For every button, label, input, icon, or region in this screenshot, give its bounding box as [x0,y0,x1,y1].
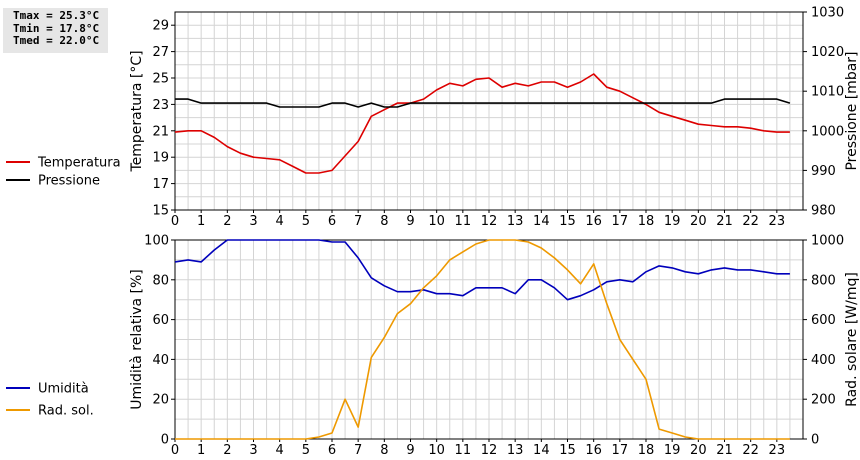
chart0-x-tick-label: 23 [769,214,786,229]
chart1-x-tick-label: 15 [559,443,576,458]
chart0-x-tick-label: 20 [690,214,707,229]
chart0-x-tick-label: 21 [716,214,733,229]
chart1-x-tick-label: 3 [249,443,257,458]
chart1-right-tick-label: 600 [811,313,836,328]
chart0-series-temperature-line [174,73,790,174]
chart1-x-tick-label: 4 [276,443,284,458]
chart1-left-tick-label: 0 [161,433,169,448]
chart1-x-tick-label: 5 [302,443,310,458]
chart1-x-tick-label: 7 [354,443,362,458]
chart1-left-tick-label: 20 [152,393,169,408]
chart0-x-tick-label: 9 [406,214,414,229]
chart0-x-tick-label: 1 [197,214,205,229]
chart0-x-tick-label: 19 [664,214,681,229]
chart1-left-tick-label: 80 [152,273,169,288]
chart0-right-tick-label: 1000 [811,124,844,139]
chart1-left-tick-label: 60 [152,313,169,328]
chart1-x-tick-label: 22 [742,443,759,458]
chart1-x-tick-label: 8 [380,443,388,458]
chart1-series-humidity-line [174,239,790,301]
chart0-x-tick-label: 6 [328,214,336,229]
chart0-x-tick-label: 0 [171,214,179,229]
chart1-x-tick-label: 23 [769,443,786,458]
chart1-x-tick-label: 14 [533,443,550,458]
chart0-right-tick-label: 1010 [811,85,844,100]
chart0-left-tick-label: 15 [152,204,169,219]
chart0-x-tick-label: 12 [481,214,498,229]
chart1-x-tick-label: 13 [507,443,524,458]
tmed-text: Tmed = 22.0°C [13,34,100,47]
chart0-x-tick-label: 8 [380,214,388,229]
chart1-legend-label-radiation: Rad. sol. [38,404,94,419]
chart1-x-tick-label: 2 [223,443,231,458]
chart1-series-radiation-line [175,239,790,440]
chart0-x-tick-label: 18 [638,214,655,229]
chart1-x-tick-label: 16 [585,443,602,458]
chart1-left-tick-label: 40 [152,353,169,368]
chart1-x-tick-label: 11 [455,443,472,458]
chart0-right-tick-label: 990 [811,164,836,179]
chart0-left-tick-label: 17 [152,177,169,192]
chart0-left-tick-label: 21 [152,124,169,139]
chart0-left-tick-label: 29 [152,19,169,34]
chart1-left-axis-title: Umidità relativa [%] [129,269,145,410]
chart1-left-tick-label: 100 [144,234,169,249]
chart0-right-tick-label: 1030 [811,6,844,21]
chart1-x-tick-label: 19 [664,443,681,458]
chart1-x-tick-label: 18 [638,443,655,458]
chart0-x-tick-label: 2 [223,214,231,229]
chart1-x-tick-label: 1 [197,443,205,458]
chart1-x-tick-label: 12 [481,443,498,458]
chart0-x-tick-label: 7 [354,214,362,229]
chart1-legend-label-humidity: Umidità [38,382,89,397]
chart1-right-tick-label: 800 [811,273,836,288]
chart0-x-tick-label: 16 [585,214,602,229]
chart0-left-tick-label: 23 [152,98,169,113]
chart1-x-tick-label: 17 [612,443,629,458]
chart1-right-tick-label: 1000 [811,234,844,249]
chart0-x-tick-label: 11 [455,214,472,229]
chart0-right-axis-title: Pressione [mbar] [844,51,860,170]
chart0-right-tick-label: 1020 [811,45,844,60]
tmin-text: Tmin = 17.8°C [13,21,100,35]
chart1-right-tick-label: 200 [811,393,836,408]
chart1-right-axis-title: Rad. solare [W/mq] [844,272,860,407]
chart0-left-tick-label: 19 [152,151,169,166]
chart0-series-pressure-line [175,98,791,108]
chart0-left-tick-label: 25 [152,72,169,87]
chart1-x-tick-label: 20 [690,443,707,458]
chart1-x-tick-label: 9 [406,443,414,458]
chart1-x-tick-label: 21 [716,443,733,458]
chart1-x-tick-label: 0 [171,443,179,458]
chart0-right-tick-label: 980 [811,204,836,219]
chart0-left-tick-label: 27 [152,45,169,60]
chart1-right-tick-label: 400 [811,353,836,368]
chart0-left-axis-title: Temperatura [°C] [129,50,145,172]
chart0-x-tick-label: 15 [559,214,576,229]
chart0-x-tick-label: 5 [302,214,310,229]
chart0-x-tick-label: 17 [612,214,629,229]
chart0-x-tick-label: 22 [742,214,759,229]
chart0-x-tick-label: 13 [507,214,524,229]
chart1-x-tick-label: 10 [428,443,445,458]
chart0-x-tick-label: 3 [249,214,257,229]
chart0-x-tick-label: 10 [428,214,445,229]
chart0-x-tick-label: 14 [533,214,550,229]
chart0-legend-label-temperature: Temperatura [37,156,121,171]
tmax-text: Tmax = 25.3°C [13,9,100,22]
chart0-legend-label-pressure: Pressione [38,174,100,189]
chart0-x-tick-label: 4 [276,214,284,229]
chart1-right-tick-label: 0 [811,433,819,448]
chart1-x-tick-label: 6 [328,443,336,458]
stats-box: Tmax = 25.3°C Tmin = 17.8°C Tmed = 22.0°… [3,8,108,53]
